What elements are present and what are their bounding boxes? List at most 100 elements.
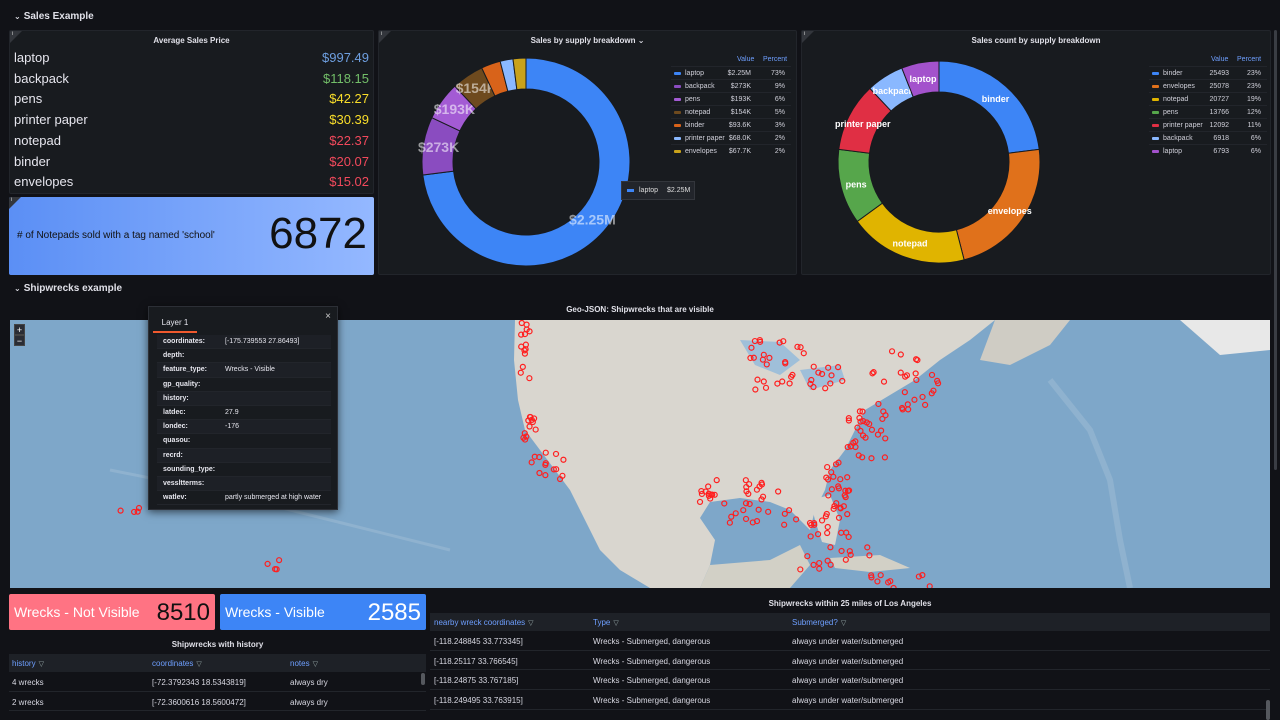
wreck-marker[interactable]: [868, 455, 875, 462]
wreck-marker[interactable]: [868, 426, 876, 433]
wreck-marker[interactable]: [807, 380, 814, 388]
wreck-marker[interactable]: [842, 487, 849, 494]
wreck-marker[interactable]: [742, 500, 750, 507]
legend-item[interactable]: pens 13766 12%: [1149, 105, 1267, 118]
legend-item[interactable]: notepad 20727 19%: [1149, 92, 1267, 105]
legend-item[interactable]: binder 25493 23%: [1149, 66, 1267, 79]
wreck-marker[interactable]: [520, 434, 527, 441]
wreck-marker[interactable]: [742, 515, 750, 523]
wreck-marker[interactable]: [518, 331, 525, 338]
wreck-marker[interactable]: [754, 376, 761, 383]
wreck-marker[interactable]: [518, 320, 525, 327]
wreck-marker[interactable]: [904, 401, 911, 408]
wreck-marker[interactable]: [934, 377, 941, 384]
wreck-marker[interactable]: [527, 413, 534, 421]
wreck-marker[interactable]: [860, 418, 867, 425]
wreck-marker[interactable]: [550, 466, 557, 473]
wreck-marker[interactable]: [763, 361, 770, 368]
wreck-marker[interactable]: [866, 420, 873, 428]
wreck-marker[interactable]: [762, 384, 770, 391]
wreck-marker[interactable]: [901, 389, 908, 396]
wreck-marker[interactable]: [746, 500, 753, 508]
wreck-marker[interactable]: [721, 500, 728, 507]
supply-donut-chart[interactable]: $2.25M $273K $193K $154K: [379, 31, 797, 275]
wreck-marker[interactable]: [926, 583, 933, 588]
wreck-marker[interactable]: [875, 400, 882, 408]
wreck-marker[interactable]: [726, 519, 733, 526]
legend-item[interactable]: binder $93.6K 3%: [671, 118, 791, 131]
wreck-marker[interactable]: [874, 431, 882, 438]
info-icon[interactable]: i: [379, 31, 391, 43]
wreck-marker[interactable]: [827, 380, 834, 387]
wreck-marker[interactable]: [135, 504, 143, 512]
wreck-marker[interactable]: [837, 505, 844, 512]
wreck-marker[interactable]: [526, 375, 533, 382]
wreck-marker[interactable]: [814, 531, 822, 538]
column-header[interactable]: Submerged? ▽: [792, 618, 847, 627]
wreck-marker[interactable]: [275, 557, 283, 564]
wreck-marker[interactable]: [844, 443, 851, 451]
wreck-marker[interactable]: [553, 466, 560, 473]
wreck-marker[interactable]: [742, 477, 749, 484]
wreck-marker[interactable]: [774, 380, 781, 387]
wreck-marker[interactable]: [517, 369, 524, 376]
wreck-marker[interactable]: [759, 356, 767, 363]
wreck-marker[interactable]: [522, 346, 529, 353]
wreck-marker[interactable]: [835, 459, 842, 466]
legend-item[interactable]: pens $193K 6%: [671, 92, 791, 105]
legend-item[interactable]: notepad $154K 5%: [671, 105, 791, 118]
wreck-marker[interactable]: [756, 483, 763, 490]
wreck-marker[interactable]: [838, 547, 845, 555]
wreck-marker[interactable]: [828, 469, 835, 476]
wreck-marker[interactable]: [868, 572, 875, 579]
wreck-marker[interactable]: [834, 364, 842, 371]
wreck-marker[interactable]: [758, 496, 765, 503]
legend-item[interactable]: backpack 6918 6%: [1149, 131, 1267, 144]
donut-slice-binder[interactable]: [938, 60, 1040, 154]
wreck-marker[interactable]: [756, 336, 763, 344]
wreck-marker[interactable]: [794, 343, 801, 350]
wreck-marker[interactable]: [765, 508, 772, 515]
wreck-marker[interactable]: [786, 380, 793, 387]
legend-item[interactable]: envelopes $67.7K 2%: [671, 144, 791, 157]
wreck-marker[interactable]: [542, 472, 549, 479]
wreck-marker[interactable]: [792, 516, 800, 523]
wreck-marker[interactable]: [519, 363, 526, 370]
legend-item[interactable]: printer paper 12092 11%: [1149, 118, 1267, 131]
wreck-marker[interactable]: [818, 370, 826, 378]
wreck-marker[interactable]: [859, 454, 866, 461]
wreck-marker[interactable]: [781, 510, 788, 517]
panel-title[interactable]: Sales by supply breakdown ⌄: [530, 36, 645, 45]
wreck-marker[interactable]: [854, 424, 861, 431]
scrollbar[interactable]: [421, 673, 425, 685]
wreck-marker[interactable]: [775, 488, 782, 495]
wreck-marker[interactable]: [842, 494, 849, 501]
row-toggle-sales[interactable]: ⌄ Sales Example: [14, 11, 94, 22]
wreck-marker[interactable]: [874, 578, 881, 585]
filter-icon[interactable]: ▽: [840, 620, 847, 627]
wreck-marker[interactable]: [905, 406, 912, 413]
wreck-marker[interactable]: [760, 351, 767, 358]
wreck-marker[interactable]: [526, 328, 533, 335]
wreck-marker[interactable]: [707, 495, 714, 502]
wreck-marker[interactable]: [749, 519, 756, 526]
legend-item[interactable]: envelopes 25078 23%: [1149, 79, 1267, 92]
wreck-marker[interactable]: [747, 354, 754, 362]
wreck-marker[interactable]: [536, 469, 543, 477]
close-icon[interactable]: ×: [325, 311, 331, 322]
wreck-marker[interactable]: [880, 378, 888, 385]
wreck-marker[interactable]: [536, 454, 543, 461]
wreck-marker[interactable]: [928, 390, 935, 397]
wreck-marker[interactable]: [732, 510, 739, 517]
wreck-marker[interactable]: [844, 511, 851, 518]
filter-icon[interactable]: ▽: [312, 661, 318, 668]
wreck-marker[interactable]: [919, 393, 926, 401]
wreck-marker[interactable]: [835, 514, 843, 521]
filter-icon[interactable]: ▽: [196, 661, 202, 668]
legend-item[interactable]: backpack $273K 9%: [671, 79, 791, 92]
wreck-marker[interactable]: [810, 561, 817, 568]
scrollbar[interactable]: [1266, 700, 1270, 720]
wreck-marker[interactable]: [804, 553, 811, 560]
wreck-marker[interactable]: [828, 372, 835, 379]
wreck-marker[interactable]: [847, 443, 855, 450]
